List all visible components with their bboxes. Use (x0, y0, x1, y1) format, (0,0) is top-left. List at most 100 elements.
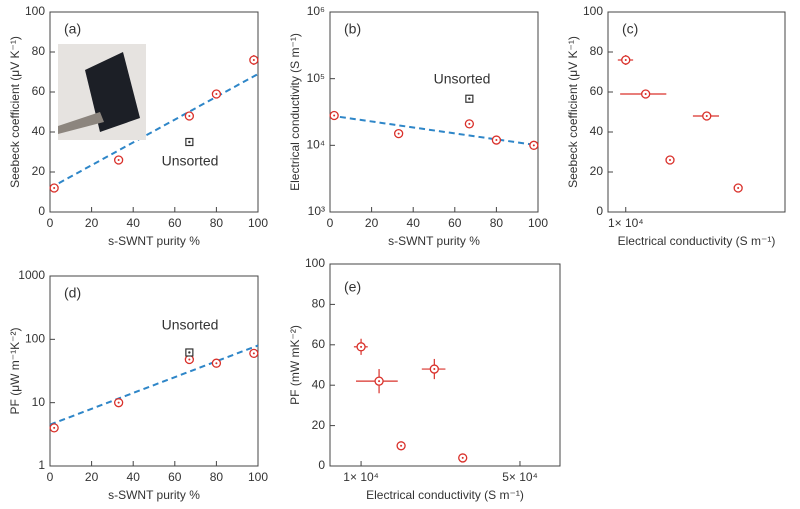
unsorted-dot (468, 97, 471, 100)
y-tick-label: 1 (38, 458, 45, 472)
y-tick-label: 0 (38, 204, 45, 218)
fit-line (329, 114, 539, 147)
y-tick-label: 10⁶ (307, 4, 325, 18)
y-tick-label: 0 (318, 458, 325, 472)
fit-line (49, 344, 259, 426)
y-tick-label: 10 (32, 395, 46, 409)
y-tick-label: 10⁴ (306, 138, 325, 152)
y-tick-label: 100 (25, 4, 45, 18)
x-tick-label: 1× 10⁴ (608, 216, 644, 230)
inset-photo (58, 44, 146, 140)
y-tick-label: 100 (583, 4, 603, 18)
y-tick-label: 100 (305, 256, 325, 270)
data-point-dot (360, 345, 363, 348)
y-tick-label: 10⁵ (307, 71, 325, 85)
data-point-dot (333, 114, 336, 117)
panel-label: (a) (64, 21, 81, 37)
y-tick-label: 60 (590, 84, 604, 98)
data-point-dot (188, 115, 191, 117)
data-point-dot (495, 139, 498, 142)
x-axis-label: s-SWNT purity % (388, 234, 480, 248)
data-point-dot (624, 59, 627, 61)
y-tick-label: 1000 (18, 268, 45, 282)
x-tick-label: 20 (365, 216, 379, 230)
annotation: Unsorted (162, 153, 219, 169)
x-tick-label: 40 (127, 216, 141, 230)
data-point-dot (461, 456, 464, 459)
y-axis-label: PF (μW m⁻¹K⁻²) (8, 328, 22, 415)
unsorted-dot (188, 351, 191, 354)
data-point-dot (400, 444, 403, 447)
data-point-dot (378, 380, 381, 383)
data-point-dot (433, 368, 436, 371)
y-tick-label: 40 (32, 124, 46, 138)
panel-label: (d) (64, 285, 81, 301)
annotation: Unsorted (434, 71, 491, 87)
data-point-dot (53, 426, 56, 429)
data-point-dot (215, 93, 218, 95)
data-point-dot (737, 187, 740, 189)
plot-frame (49, 275, 259, 467)
x-tick-label: 20 (85, 216, 99, 230)
data-point-dot (53, 187, 56, 189)
plot-frame (329, 11, 539, 213)
y-tick-label: 40 (312, 377, 326, 391)
x-tick-label: 100 (248, 216, 268, 230)
x-axis-label: s-SWNT purity % (108, 234, 200, 248)
x-tick-label: 60 (168, 470, 182, 484)
x-tick-label: 40 (407, 216, 421, 230)
y-tick-label: 80 (312, 297, 326, 311)
y-tick-label: 80 (590, 44, 604, 58)
panel-label: (e) (344, 279, 361, 295)
data-point-dot (468, 122, 471, 125)
x-tick-label: 60 (168, 216, 182, 230)
x-tick-label: 60 (448, 216, 462, 230)
data-point-dot (252, 59, 255, 61)
y-tick-label: 0 (596, 204, 603, 218)
x-tick-label: 80 (490, 216, 504, 230)
panel-label: (b) (344, 21, 361, 37)
data-point-dot (117, 159, 120, 161)
plot-frame (49, 11, 259, 213)
plot-frame (607, 11, 786, 213)
data-point-dot (705, 115, 708, 117)
y-tick-label: 10³ (308, 204, 325, 218)
x-axis-label: s-SWNT purity % (108, 488, 200, 502)
y-tick-label: 40 (590, 124, 604, 138)
y-tick-label: 60 (312, 337, 326, 351)
x-tick-label: 0 (47, 216, 54, 230)
y-tick-label: 20 (32, 164, 46, 178)
y-tick-label: 60 (32, 84, 46, 98)
x-tick-label: 100 (528, 216, 548, 230)
data-point-dot (117, 401, 120, 404)
y-axis-label: Seebeck coefficient (μV K⁻¹) (8, 36, 22, 188)
x-tick-label: 20 (85, 470, 99, 484)
y-axis-label: Seebeck coefficient (μV K⁻¹) (566, 36, 580, 188)
y-tick-label: 20 (312, 418, 326, 432)
y-axis-label: Electrical conductivity (S m⁻¹) (288, 33, 302, 191)
x-tick-label: 5× 10⁴ (502, 470, 538, 484)
x-tick-label: 80 (210, 470, 224, 484)
data-point-dot (397, 132, 400, 135)
data-point-dot (215, 362, 218, 365)
y-axis-label: PF (mW mK⁻²) (288, 325, 302, 405)
x-tick-label: 100 (248, 470, 268, 484)
data-point-dot (188, 358, 191, 361)
data-point-dot (252, 352, 255, 355)
y-tick-label: 20 (590, 164, 604, 178)
y-tick-label: 80 (32, 44, 46, 58)
plot-frame (329, 263, 561, 467)
annotation: Unsorted (162, 317, 219, 333)
data-point-dot (532, 144, 535, 147)
x-tick-label: 0 (327, 216, 334, 230)
x-axis-label: Electrical conductivity (S m⁻¹) (366, 488, 524, 502)
x-tick-label: 1× 10⁴ (343, 470, 379, 484)
unsorted-dot (188, 140, 191, 144)
x-axis-label: Electrical conductivity (S m⁻¹) (618, 234, 776, 248)
y-tick-label: 100 (25, 332, 45, 346)
x-tick-label: 40 (127, 470, 141, 484)
x-tick-label: 80 (210, 216, 224, 230)
panel-label: (c) (622, 21, 638, 37)
data-point-dot (644, 93, 647, 95)
